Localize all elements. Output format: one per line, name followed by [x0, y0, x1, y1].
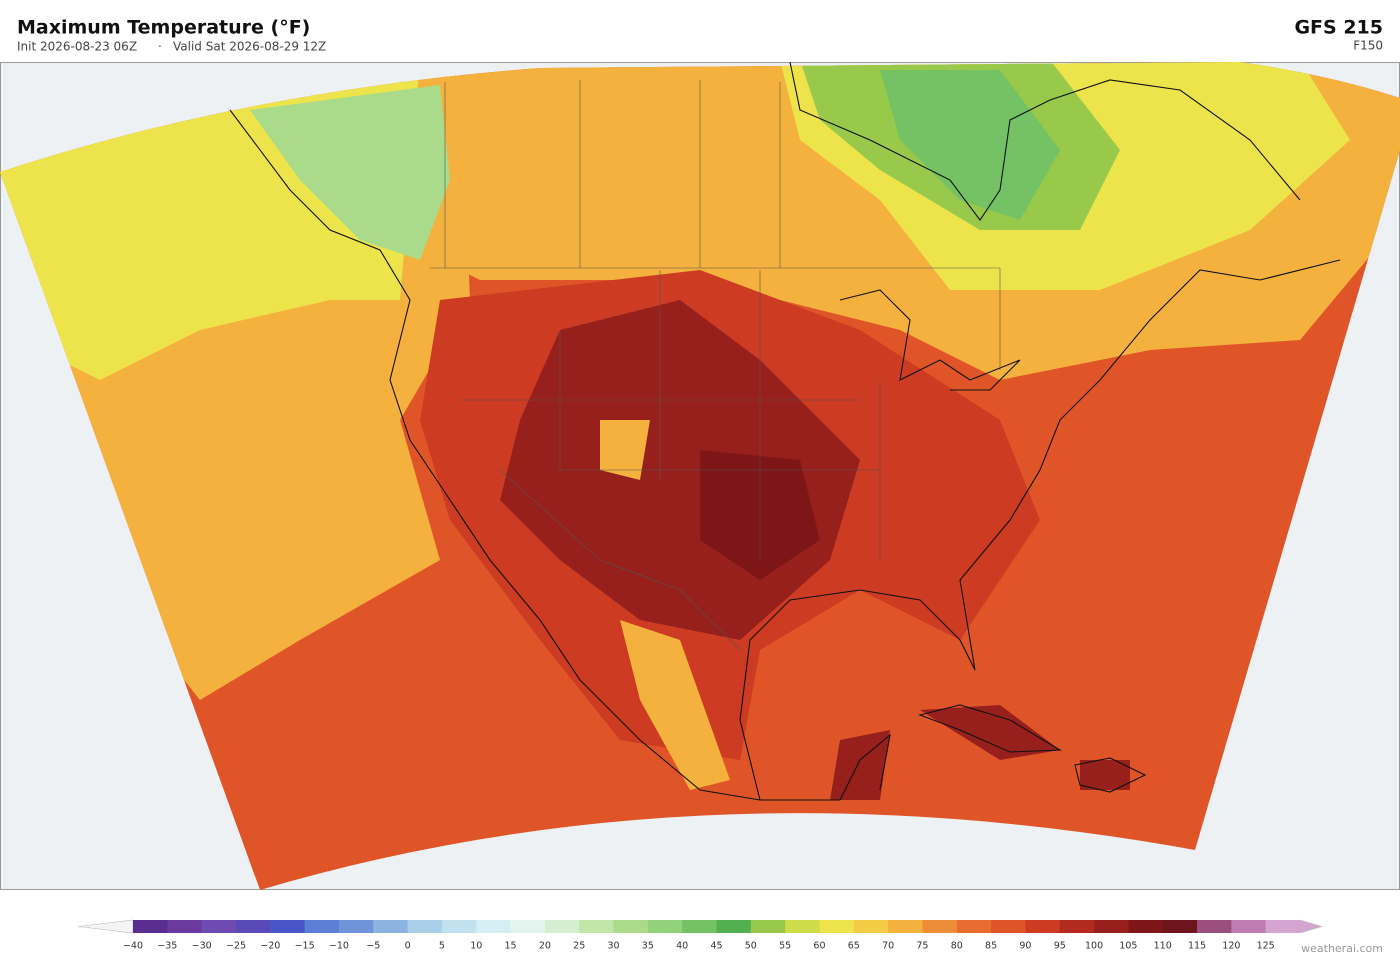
colorbar-box [785, 920, 820, 933]
colorbar-box [1162, 920, 1198, 933]
colorbar-box [338, 920, 374, 933]
colorbar-box [407, 920, 443, 933]
colorbar-tick-label: 5 [439, 941, 445, 952]
colorbar-box [922, 920, 958, 933]
colorbar-over [1299, 919, 1324, 934]
colorbar-box [613, 920, 649, 933]
colorbar-tick-label: 30 [607, 941, 619, 952]
colorbar-tick-label: −10 [329, 941, 349, 952]
colorbar-box [819, 920, 855, 933]
colorbar-tick-label: 105 [1119, 941, 1137, 952]
colorbar-under [77, 919, 134, 934]
map [0, 61, 1400, 890]
colorbar-box [1128, 920, 1164, 933]
colorbar-box [991, 920, 1026, 933]
colorbar-box [304, 920, 340, 933]
colorbar-box [750, 920, 786, 933]
colorbar-tick-label: −35 [157, 941, 177, 952]
colorbar-tick-label: 80 [951, 941, 963, 952]
colorbar-tick-label: 60 [813, 941, 825, 952]
colorbar-tick-label: 70 [882, 941, 894, 952]
colorbar-box [167, 920, 203, 933]
borders [430, 80, 1001, 651]
colorbar-tick-label: 75 [916, 941, 928, 952]
colorbar-tick-label: 40 [676, 941, 688, 952]
colorbar-tick-label: 15 [505, 941, 517, 952]
colorbar-box [201, 920, 237, 933]
colorbar-box [1094, 920, 1129, 933]
colorbar-tick-label: 125 [1257, 941, 1275, 952]
colorbar-tick-label: 35 [642, 941, 654, 952]
colorbar-tick-label: 45 [710, 941, 722, 952]
colorbar-box [888, 920, 923, 933]
colorbar-tick-label: −20 [260, 941, 280, 952]
colorbar-box [510, 920, 546, 933]
colorbar-tick-label: −15 [295, 941, 315, 952]
colorbar-box [441, 920, 477, 933]
title: Maximum Temperature (°F) [17, 17, 310, 39]
colorbar-tick-label: −25 [226, 941, 246, 952]
separator: · [158, 40, 162, 54]
colorbar-tick-label: 0 [405, 941, 411, 952]
colorbar-box [235, 920, 271, 933]
colorbar-box [476, 920, 512, 933]
init-time: Init 2026-08-23 06Z [17, 40, 137, 54]
colorbar-box [853, 920, 889, 933]
colorbar-box [647, 920, 683, 933]
valid-time: Valid Sat 2026-08-29 12Z [173, 40, 326, 54]
colorbar-tick-label: −5 [366, 941, 380, 952]
colorbar-box [373, 920, 409, 933]
colorbar-tick-label: 115 [1188, 941, 1206, 952]
colorbar-box [1231, 920, 1267, 933]
colorbar-box [1059, 920, 1095, 933]
colorbar-tick-label: −30 [192, 941, 212, 952]
colorbar-tick-label: 120 [1222, 941, 1240, 952]
colorbar-tick-label: −40 [123, 941, 143, 952]
credit: weatherai.com [1301, 942, 1383, 955]
colorbar-tick-label: 100 [1085, 941, 1103, 952]
colorbar: −40 −35 −30 −25 −20 −15 −10 −5 0 5 10 15 20 25 30 35 40 4… [77, 919, 1324, 952]
colorbar-tick-label: 65 [848, 941, 860, 952]
colorbar-tick-label: 90 [1019, 941, 1031, 952]
colorbar-box [956, 920, 992, 933]
colorbar-tick-label: 85 [985, 941, 997, 952]
colorbar-tick-label: 50 [745, 941, 757, 952]
coastlines [229, 61, 1341, 801]
forecast-hour: F150 [1353, 39, 1383, 53]
model: GFS 215 [1294, 17, 1383, 39]
colorbar-box [1025, 920, 1061, 933]
colorbar-tick-label: 95 [1054, 941, 1066, 952]
colorbar-tick-label: 10 [470, 941, 482, 952]
colorbar-box [1265, 920, 1301, 933]
colorbar-tick-label: 55 [779, 941, 791, 952]
colorbar-tick-label: 110 [1154, 941, 1172, 952]
colorbar-box [579, 920, 615, 933]
colorbar-tick-label: 25 [573, 941, 585, 952]
colorbar-box [270, 920, 306, 933]
colorbar-box [1197, 920, 1232, 933]
colorbar-box [133, 920, 168, 933]
colorbar-tick-label: 20 [539, 941, 551, 952]
colorbar-box [544, 920, 580, 933]
colorbar-box [682, 920, 717, 933]
colorbar-box [716, 920, 752, 933]
